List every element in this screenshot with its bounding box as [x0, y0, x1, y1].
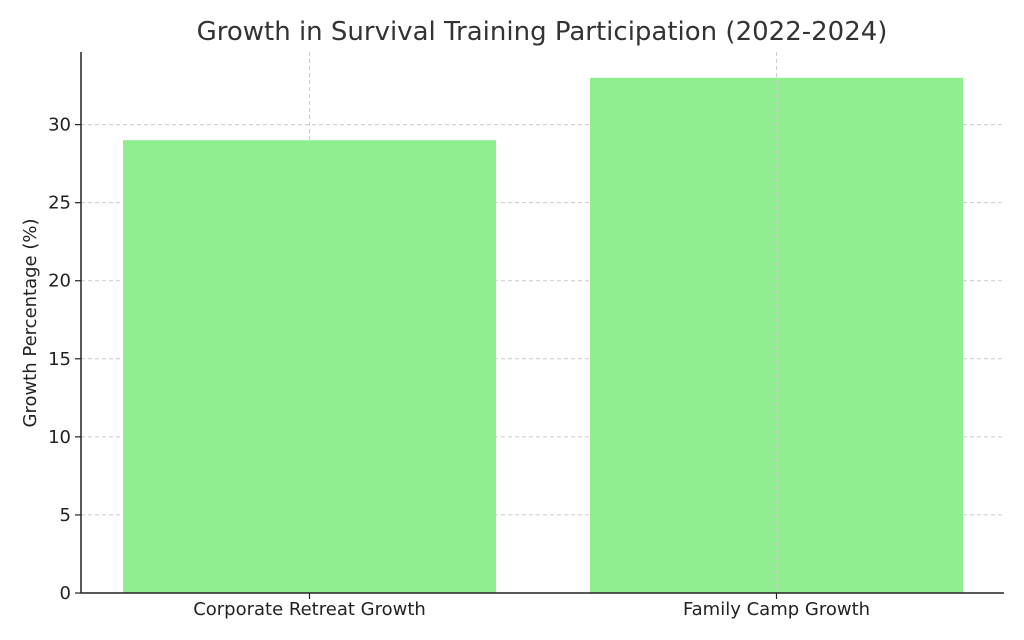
- y-tick-label: 15: [48, 349, 71, 370]
- y-ticks-layer: 0 5 10 15 20 25 30: [48, 115, 81, 604]
- x-tick-label: Corporate Retreat Growth: [193, 599, 426, 620]
- y-tick-label: 25: [48, 193, 71, 214]
- y-tick-label: 0: [60, 583, 71, 604]
- y-axis-label: Growth Percentage (%): [20, 218, 41, 427]
- y-tick-label: 30: [48, 115, 71, 136]
- y-tick-label: 20: [48, 271, 71, 292]
- axes-layer: [80, 52, 1004, 594]
- x-ticks-layer: Corporate Retreat Growth Family Camp Grow…: [193, 593, 870, 620]
- y-tick-label: 10: [48, 427, 71, 448]
- vertical-grid-layer: [309, 52, 777, 593]
- x-tick-label: Family Camp Growth: [683, 599, 870, 620]
- chart-title: Growth in Survival Training Participatio…: [197, 17, 888, 47]
- bars-layer: [123, 77, 963, 593]
- y-tick-label: 5: [60, 505, 71, 526]
